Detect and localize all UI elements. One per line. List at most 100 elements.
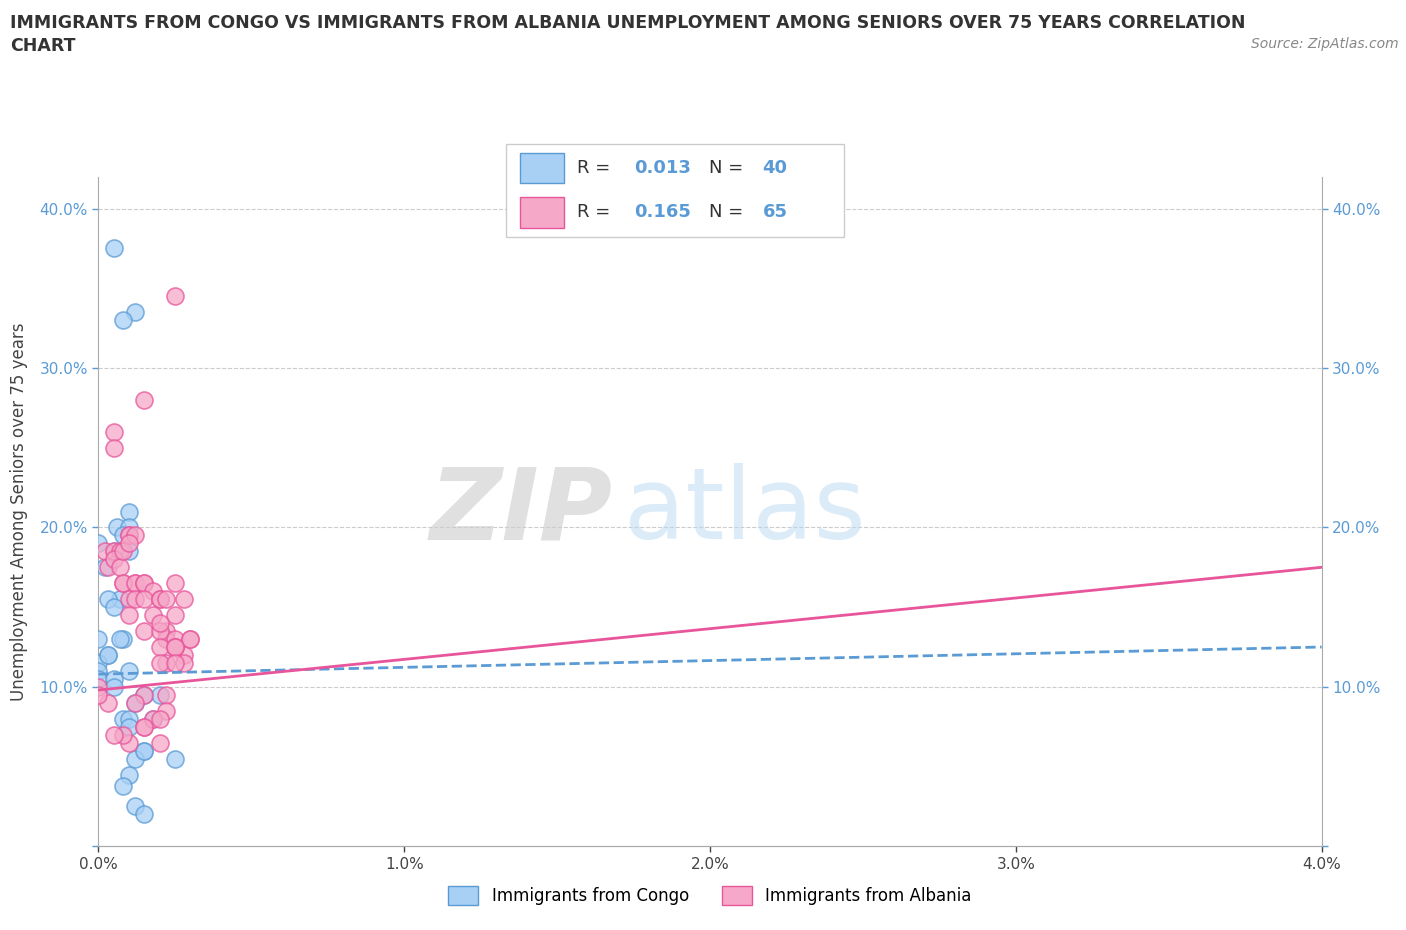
Point [111, 631, 134, 646]
Point [155, 624, 177, 639]
Text: N =: N = [709, 203, 748, 220]
Y-axis label: Unemployment Among Seniors over 75 years: Unemployment Among Seniors over 75 years [10, 323, 28, 700]
Point [87, 671, 110, 686]
Point [105, 520, 128, 535]
Point [163, 607, 186, 622]
Text: 0.013: 0.013 [634, 159, 692, 177]
Point [155, 687, 177, 702]
Text: N =: N = [709, 159, 748, 177]
Point [142, 584, 165, 599]
Point [103, 424, 125, 439]
Point [111, 727, 134, 742]
Point [97, 647, 120, 662]
Point [87, 687, 110, 702]
Point [111, 576, 134, 591]
Point [163, 640, 186, 655]
Point [134, 743, 156, 758]
Point [149, 616, 172, 631]
Text: IMMIGRANTS FROM CONGO VS IMMIGRANTS FROM ALBANIA UNEMPLOYMENT AMONG SENIORS OVER: IMMIGRANTS FROM CONGO VS IMMIGRANTS FROM… [10, 14, 1246, 32]
Point [155, 656, 177, 671]
Point [97, 696, 120, 711]
Point [149, 591, 172, 606]
Point [118, 719, 141, 734]
Point [118, 607, 141, 622]
Point [163, 656, 186, 671]
Point [87, 656, 110, 671]
FancyBboxPatch shape [520, 197, 564, 228]
Point [103, 440, 125, 455]
Point [118, 528, 141, 543]
Point [142, 711, 165, 726]
Point [134, 392, 156, 407]
Point [149, 687, 172, 702]
Point [149, 591, 172, 606]
Point [173, 656, 195, 671]
Point [134, 687, 156, 702]
Point [87, 663, 110, 678]
Point [134, 576, 156, 591]
Point [118, 736, 141, 751]
Point [103, 727, 125, 742]
Legend: Immigrants from Congo, Immigrants from Albania: Immigrants from Congo, Immigrants from A… [441, 879, 979, 911]
Text: R =: R = [576, 203, 616, 220]
Point [118, 767, 141, 782]
Text: ZIP: ZIP [429, 463, 612, 560]
Point [87, 631, 110, 646]
Point [124, 305, 146, 320]
Point [179, 631, 201, 646]
Point [142, 711, 165, 726]
Point [103, 671, 125, 686]
Point [134, 624, 156, 639]
Point [111, 528, 134, 543]
Point [103, 241, 125, 256]
Text: 40: 40 [762, 159, 787, 177]
Point [149, 656, 172, 671]
Point [87, 680, 110, 695]
Point [103, 680, 125, 695]
Point [103, 544, 125, 559]
Point [134, 591, 156, 606]
FancyBboxPatch shape [506, 144, 844, 237]
Point [118, 544, 141, 559]
Point [149, 624, 172, 639]
FancyBboxPatch shape [520, 153, 564, 183]
Point [124, 799, 146, 814]
Point [97, 591, 120, 606]
Point [163, 631, 186, 646]
Point [103, 600, 125, 615]
Point [163, 640, 186, 655]
Point [149, 711, 172, 726]
Point [124, 696, 146, 711]
Point [118, 536, 141, 551]
Point [97, 647, 120, 662]
Point [111, 544, 134, 559]
Point [134, 687, 156, 702]
Point [111, 778, 134, 793]
Point [134, 719, 156, 734]
Point [134, 743, 156, 758]
Point [163, 640, 186, 655]
Point [149, 640, 172, 655]
Point [111, 711, 134, 726]
Point [103, 551, 125, 566]
Point [179, 631, 201, 646]
Point [134, 807, 156, 822]
Point [87, 536, 110, 551]
Point [163, 751, 186, 766]
Point [111, 312, 134, 327]
Point [108, 591, 131, 606]
Point [124, 751, 146, 766]
Text: 65: 65 [762, 203, 787, 220]
Text: R =: R = [576, 159, 616, 177]
Point [118, 663, 141, 678]
Point [103, 544, 125, 559]
Text: Source: ZipAtlas.com: Source: ZipAtlas.com [1251, 37, 1399, 51]
Point [124, 576, 146, 591]
Point [163, 289, 186, 304]
Point [111, 576, 134, 591]
Point [134, 576, 156, 591]
Point [108, 631, 131, 646]
Point [118, 711, 141, 726]
Point [118, 528, 141, 543]
Point [93, 544, 115, 559]
